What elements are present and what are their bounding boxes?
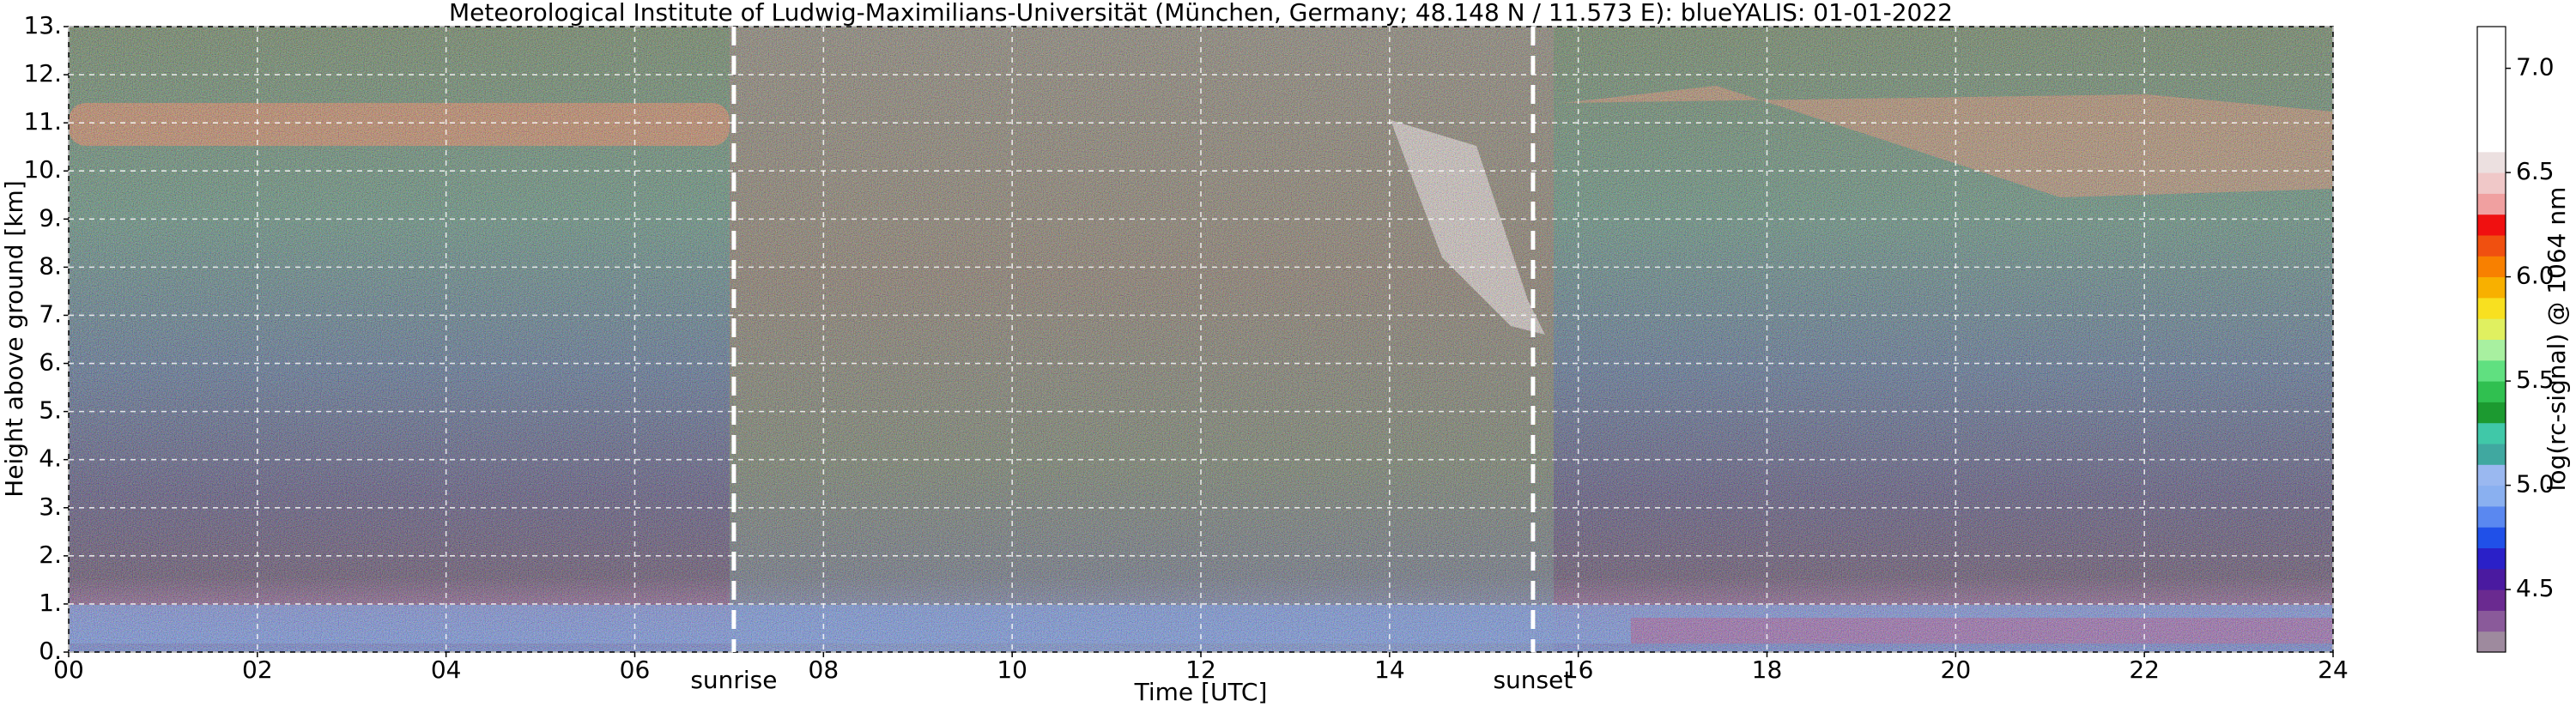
colorbar-swatch	[2477, 547, 2506, 570]
colorbar-swatch	[2477, 381, 2506, 402]
y-tick-label: 7.	[39, 299, 62, 328]
x-tick-label: 10	[997, 656, 1027, 684]
colorbar-swatch	[2477, 297, 2506, 319]
colorbar-swatch	[2477, 193, 2506, 215]
y-tick-label: 4.	[39, 444, 62, 473]
y-tick-label: 6.	[39, 348, 62, 377]
y-tick-label: 11.	[23, 107, 62, 136]
x-tick-label: 24	[2318, 656, 2349, 684]
x-tick-label: 18	[1752, 656, 1783, 684]
colorbar-swatch	[2477, 256, 2506, 278]
y-tick-label: 8.	[39, 251, 62, 280]
colorbar-tick-label: 7.0	[2516, 53, 2555, 82]
colorbar-swatch	[2477, 110, 2506, 131]
colorbar-tick-label: 5.0	[2516, 470, 2555, 499]
y-axis-label: Height above ground [km]	[0, 180, 28, 498]
colorbar-swatch	[2477, 589, 2506, 611]
colorbar-swatch	[2477, 610, 2506, 632]
x-tick-label: 14	[1374, 656, 1405, 684]
y-tick-label: 0.	[39, 637, 62, 665]
colorbar-swatch	[2477, 88, 2506, 111]
y-tick-label: 2.	[39, 541, 62, 569]
colorbar-swatch	[2477, 568, 2506, 590]
y-tick-label: 1.	[39, 589, 62, 617]
colorbar-swatch	[2477, 68, 2506, 90]
colorbar-swatch	[2477, 130, 2506, 153]
chart-title: Meteorological Institute of Ludwig-Maxim…	[449, 0, 1953, 27]
colorbar-tick-label: 6.0	[2516, 262, 2555, 290]
y-tick-label: 12.	[23, 59, 62, 88]
colorbar-swatch	[2477, 235, 2506, 257]
x-tick-label: 22	[2129, 656, 2160, 684]
colorbar-swatch	[2477, 505, 2506, 528]
x-tick-label: 06	[620, 656, 651, 684]
colorbar-swatch	[2477, 360, 2506, 382]
y-tick-label: 13.	[23, 11, 62, 39]
colorbar-swatch	[2477, 485, 2506, 507]
x-tick-label: 16	[1563, 656, 1594, 684]
x-tick-label: 08	[809, 656, 839, 684]
y-tick-label: 5.	[39, 396, 62, 425]
colorbar-tick-label: 4.5	[2516, 574, 2555, 602]
colorbar-swatch	[2477, 318, 2506, 340]
colorbar-label: log(rc-signal) @ 1064 nm	[2543, 187, 2571, 492]
y-tick-label: 10.	[23, 155, 62, 184]
colorbar-swatch	[2477, 631, 2506, 653]
x-tick-label: 04	[431, 656, 462, 684]
x-tick-label: 12	[1185, 656, 1216, 684]
colorbar-frame	[2476, 26, 2506, 653]
colorbar-tick-label: 6.5	[2516, 157, 2555, 185]
colorbar-swatch	[2477, 27, 2506, 48]
x-tick-label: 00	[53, 656, 84, 684]
colorbar-swatch	[2477, 214, 2506, 236]
annotation-label: sunset	[1493, 666, 1573, 694]
colorbar-swatch	[2477, 339, 2506, 361]
colorbar-swatch	[2477, 422, 2506, 444]
y-tick-label: 3.	[39, 492, 62, 521]
x-axis-label: Time [UTC]	[1134, 678, 1268, 706]
x-tick-label: 02	[242, 656, 273, 684]
colorbar-tick-label: 5.5	[2516, 366, 2555, 394]
colorbar-swatch	[2477, 172, 2506, 194]
annotation-label: sunrise	[690, 666, 777, 694]
colorbar-swatch	[2477, 527, 2506, 548]
y-tick-label: 9.	[39, 203, 62, 232]
colorbar-swatch	[2477, 151, 2506, 173]
colorbar-swatch	[2477, 444, 2506, 465]
colorbar-swatch	[2477, 47, 2506, 69]
colorbar-swatch	[2477, 402, 2506, 424]
colorbar-swatch	[2477, 276, 2506, 299]
colorbar-swatch	[2477, 464, 2506, 486]
x-tick-label: 20	[1941, 656, 1972, 684]
